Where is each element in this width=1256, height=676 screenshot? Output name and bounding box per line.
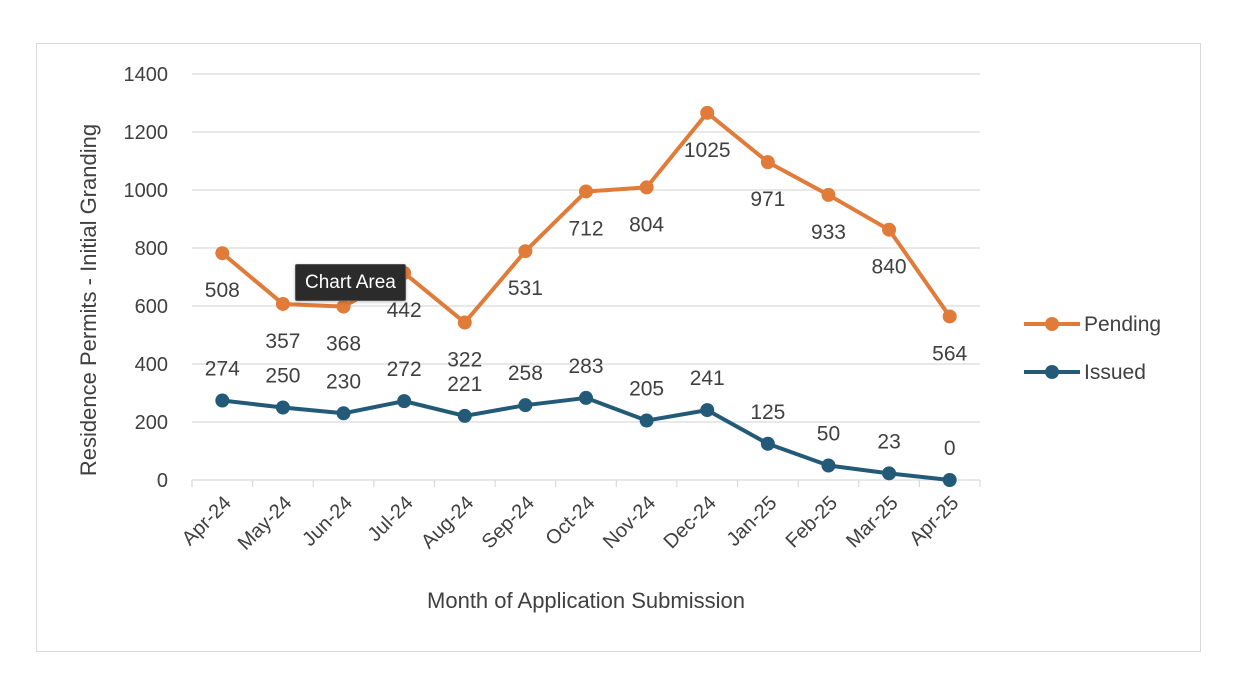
pending-data-label: 531 <box>508 277 543 300</box>
legend: Pending Issued <box>1024 313 1161 384</box>
issued-point <box>639 413 654 428</box>
issued-data-label: 274 <box>205 358 240 381</box>
issued-legend-marker <box>1045 365 1059 379</box>
issued-point <box>760 436 775 451</box>
pending-data-label: 564 <box>932 342 967 365</box>
y-tick-label: 200 <box>135 412 168 434</box>
x-tick-label: Oct-24 <box>542 492 600 550</box>
x-tick-label: Nov-24 <box>599 492 660 553</box>
issued-data-label: 125 <box>750 401 785 424</box>
issued-data-label: 241 <box>690 367 725 390</box>
y-tick-label: 1000 <box>124 180 169 202</box>
pending-data-label: 322 <box>447 349 482 372</box>
y-tick-label: 600 <box>135 296 168 318</box>
issued-point <box>336 406 351 421</box>
x-tick-label: Feb-25 <box>782 492 842 552</box>
pending-point <box>215 246 230 261</box>
y-axis-title: Residence Permits - Initial Granding <box>76 124 101 476</box>
pending-legend-label: Pending <box>1084 313 1161 336</box>
issued-point <box>215 393 230 408</box>
y-axis-ticks: 0 200 400 600 800 1000 1200 1400 <box>124 64 169 492</box>
issued-line <box>222 395 950 482</box>
pending-data-label: 804 <box>629 213 664 236</box>
x-tick-label: Aug-24 <box>417 492 478 553</box>
pending-data-label: 1025 <box>684 139 731 162</box>
x-tick-label: Mar-25 <box>842 492 902 552</box>
x-tick-label: Apr-24 <box>178 492 236 550</box>
pending-point <box>942 309 957 324</box>
x-tick-label: Dec-24 <box>660 492 721 553</box>
pending-data-label: 357 <box>265 330 300 353</box>
x-tick-label: Sep-24 <box>478 492 539 553</box>
pending-legend-marker <box>1045 317 1059 331</box>
issued-legend-label: Issued <box>1084 361 1146 384</box>
pending-data-label: 508 <box>205 279 240 302</box>
y-tick-label: 800 <box>135 238 168 260</box>
issued-data-label: 230 <box>326 370 361 393</box>
issued-data-label: 283 <box>568 355 603 378</box>
pending-point <box>275 296 290 311</box>
pending-point <box>882 222 897 237</box>
x-tick-label: Jul-24 <box>364 492 418 546</box>
x-tick-label: Apr-25 <box>905 492 963 550</box>
issued-point <box>882 466 897 481</box>
pending-data-label: 442 <box>387 299 422 322</box>
y-tick-label: 1200 <box>124 122 169 144</box>
issued-point <box>457 408 472 423</box>
pending-point <box>821 187 836 202</box>
issued-point <box>397 394 412 409</box>
x-tick-label: May-24 <box>234 492 297 555</box>
x-tick-label: Jun-24 <box>298 492 357 551</box>
y-tick-label: 0 <box>157 470 168 492</box>
issued-data-label: 205 <box>629 378 664 401</box>
issued-point <box>700 403 715 418</box>
data-labels: 508 357 368 442 322 531 712 804 1025 971 933 840 564… <box>205 139 968 460</box>
issued-data-label: 0 <box>944 437 956 460</box>
issued-point <box>579 390 593 405</box>
issued-point <box>275 400 290 415</box>
issued-point <box>821 458 836 473</box>
chart-area[interactable] <box>36 43 1201 652</box>
y-tick-label: 1400 <box>124 64 169 86</box>
issued-data-label: 272 <box>387 358 422 381</box>
pending-data-label: 933 <box>811 221 846 244</box>
issued-point <box>518 398 533 413</box>
pending-point <box>457 315 472 330</box>
series-points <box>215 105 957 487</box>
pending-data-label: 971 <box>750 188 785 211</box>
x-axis-title: Month of Application Submission <box>427 588 745 613</box>
pending-point <box>700 105 715 120</box>
chart-area-tooltip: Chart Area <box>295 264 406 301</box>
pending-data-label: 840 <box>872 256 907 279</box>
pending-data-label: 712 <box>568 217 603 240</box>
pending-point <box>639 180 654 195</box>
issued-point <box>942 473 957 487</box>
issued-data-label: 23 <box>877 430 900 453</box>
x-tick-label: Jan-25 <box>723 492 782 551</box>
pending-point <box>579 184 593 199</box>
issued-data-label: 258 <box>508 362 543 385</box>
y-tick-label: 400 <box>135 354 168 376</box>
issued-data-label: 221 <box>447 373 482 396</box>
pending-point <box>336 299 351 314</box>
pending-point <box>518 244 533 259</box>
issued-data-label: 250 <box>265 365 300 388</box>
pending-data-label: 368 <box>326 333 361 356</box>
issued-data-label: 50 <box>817 423 840 446</box>
pending-point <box>760 155 775 170</box>
